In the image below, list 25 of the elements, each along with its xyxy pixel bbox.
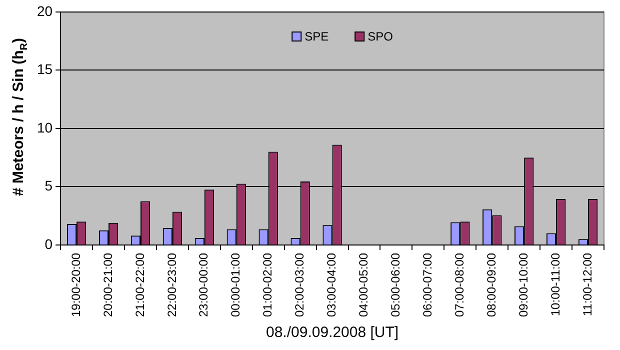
x-tick-label: 06:00-07:00: [420, 252, 434, 318]
x-tick-label: 00:00-01:00: [228, 252, 243, 318]
x-tick-label: 23:00-00:00: [196, 252, 211, 318]
y-tick-label: 0: [44, 236, 53, 252]
x-tick-label: 03:00-04:00: [324, 252, 339, 318]
legend-label: SPO: [368, 29, 393, 44]
x-tick-label: 11:00-12:00: [580, 252, 594, 316]
x-tick-label: 02:00-03:00: [292, 252, 307, 318]
y-tick-label: 5: [44, 178, 53, 194]
y-tick-label: 20: [36, 2, 53, 19]
y-tick-label: 15: [36, 61, 53, 78]
x-tick-label: 07:00-08:00: [452, 252, 466, 318]
y-tick-label: 10: [36, 119, 53, 136]
x-tick-label: 01:00-02:00: [260, 252, 275, 318]
x-tick-label: 04:00-05:00: [356, 252, 371, 318]
x-tick-label: 05:00-06:00: [388, 252, 403, 318]
x-tick-label: 09:00-10:00: [516, 252, 530, 318]
x-tick-label: 19:00-20:00: [68, 252, 83, 318]
x-tick-label: 20:00-21:00: [100, 252, 115, 318]
x-axis-title: 08./09.09.2008 [UT]: [266, 324, 399, 342]
x-tick-label: 22:00-23:00: [164, 252, 179, 318]
x-tick-label: 08:00-09:00: [484, 252, 498, 318]
x-tick-label: 10:00-11:00: [548, 252, 562, 316]
x-tick-label: 21:00-22:00: [132, 252, 147, 318]
legend-label: SPE: [304, 29, 329, 44]
